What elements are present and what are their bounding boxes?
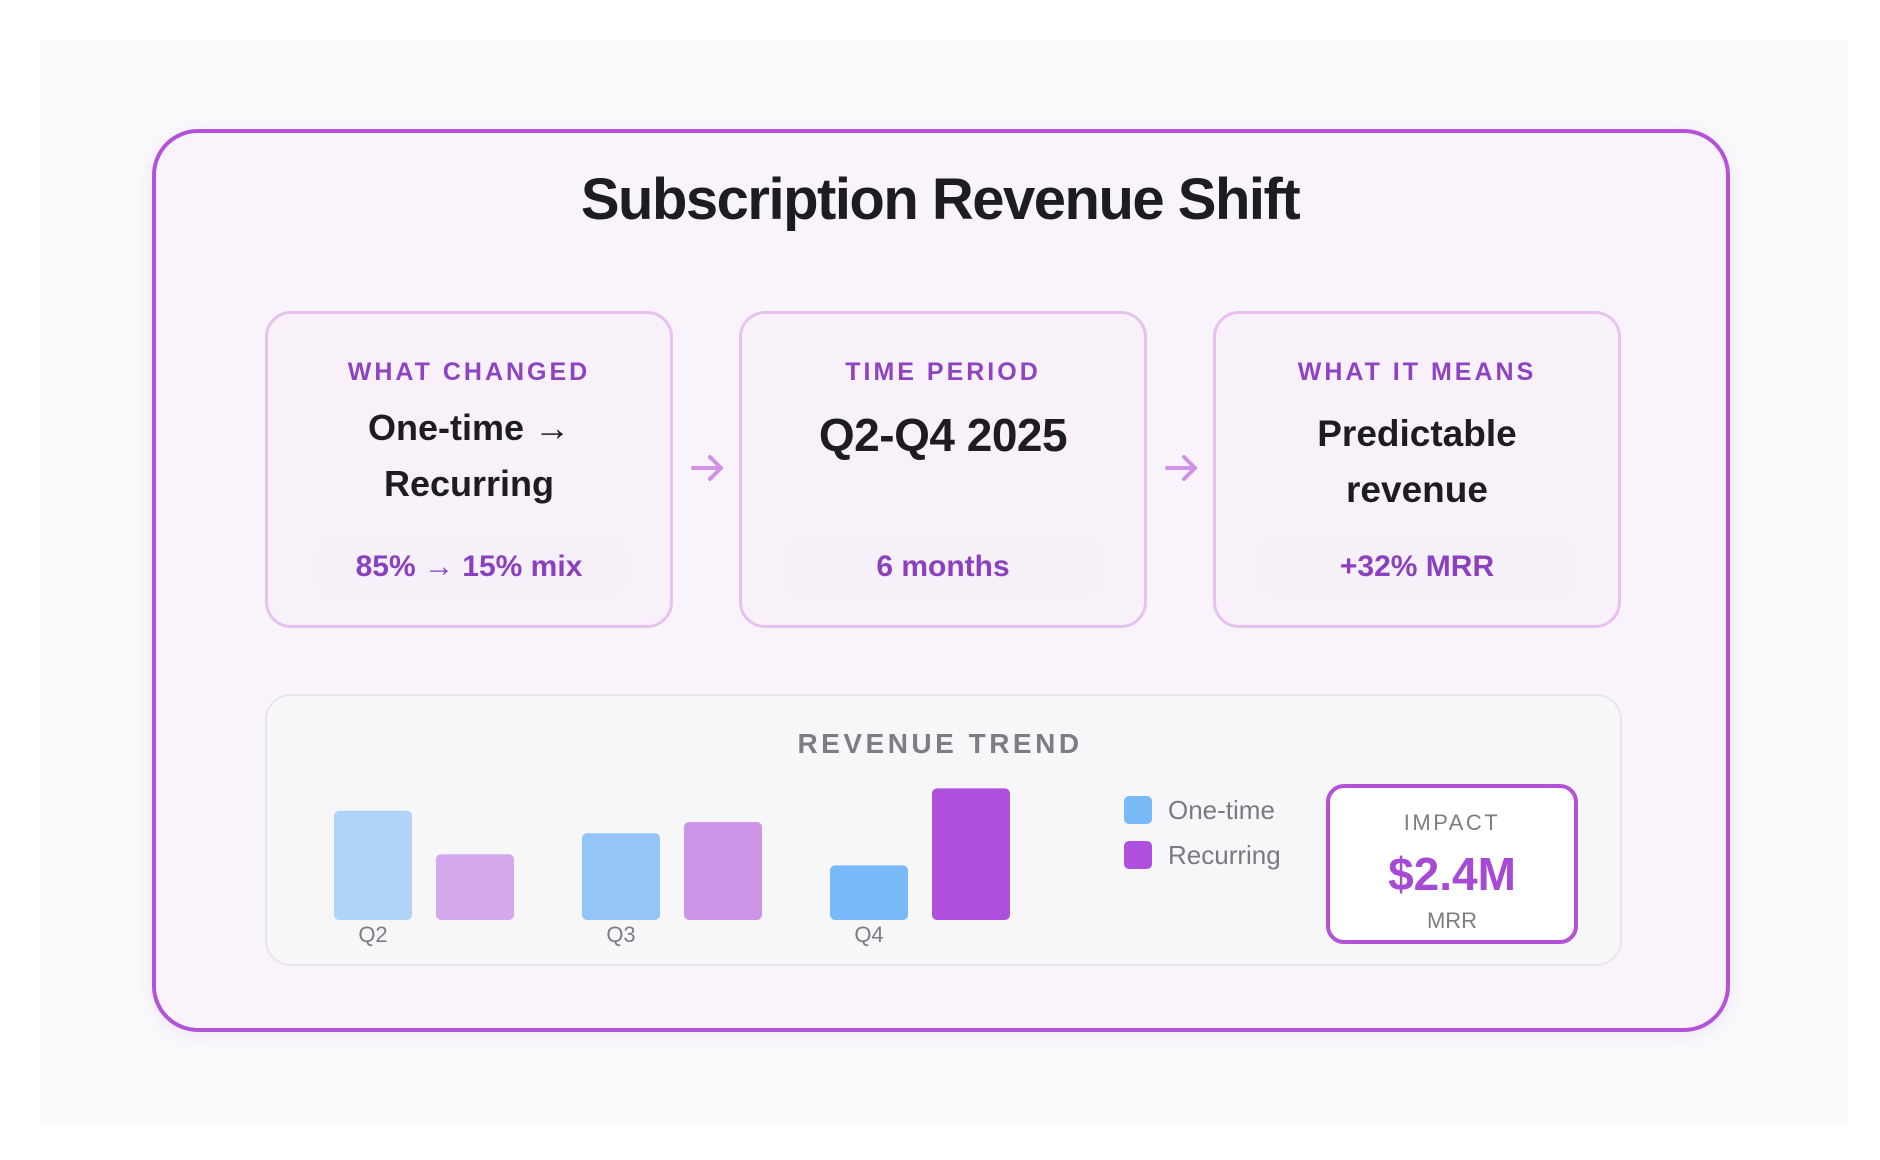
legend-label: One-time: [1168, 794, 1275, 825]
card-main-text: Q2-Q4 2025: [762, 408, 1124, 462]
x-tick-label: Q2: [358, 922, 387, 947]
impact-callout: IMPACT $2.4M MRR: [1326, 784, 1578, 944]
card-time-period: TIME PERIOD Q2-Q4 2025 6 months: [739, 311, 1147, 628]
bar-one-time-q4: [830, 865, 908, 920]
card-main-line: Predictable: [1317, 413, 1517, 454]
card-eyebrow: WHAT CHANGED: [347, 358, 591, 386]
card-eyebrow: WHAT IT MEANS: [1297, 358, 1537, 386]
page-title: Subscription Revenue Shift: [580, 167, 1301, 232]
impact-value: $2.4M: [1388, 848, 1516, 900]
x-tick-label: Q4: [854, 922, 883, 947]
card-what-it-means: WHAT IT MEANS Predictable revenue +32% M…: [1213, 311, 1621, 628]
chart-title: REVENUE TREND: [797, 728, 1083, 759]
bar-one-time-q2: [334, 810, 412, 920]
card-main-line: revenue: [1346, 469, 1488, 510]
card-main-line: Q2-Q4 2025: [818, 409, 1068, 461]
card-main-line: One-time →: [367, 407, 571, 448]
legend-item-one-time: One-time: [1124, 795, 1275, 825]
card-main-line: Recurring: [383, 463, 555, 504]
legend-swatch: [1124, 841, 1152, 869]
card-eyebrow: TIME PERIOD: [845, 358, 1041, 386]
impact-unit: MRR: [1426, 908, 1478, 933]
card-main-text: Predictable revenue: [1236, 406, 1598, 518]
card-main-text: One-time → Recurring: [288, 400, 650, 512]
card-metric-pill: 85% → 15% mix: [312, 539, 626, 595]
bar-recurring-q4: [932, 788, 1010, 920]
bar-one-time-q3: [582, 833, 660, 920]
card-metric-pill: +32% MRR: [1260, 539, 1574, 595]
bar-recurring-q2: [436, 854, 514, 920]
legend-label: Recurring: [1168, 839, 1281, 870]
bar-recurring-q3: [684, 822, 762, 920]
arrow-right-icon: [691, 455, 723, 481]
legend-swatch: [1124, 796, 1152, 824]
card-metric-pill: 6 months: [786, 539, 1100, 595]
card-what-changed: WHAT CHANGED One-time → Recurring 85% → …: [265, 311, 673, 628]
impact-label: IMPACT: [1403, 810, 1501, 835]
arrow-right-icon: [1165, 455, 1197, 481]
legend-item-recurring: Recurring: [1124, 840, 1281, 870]
x-tick-label: Q3: [606, 922, 635, 947]
